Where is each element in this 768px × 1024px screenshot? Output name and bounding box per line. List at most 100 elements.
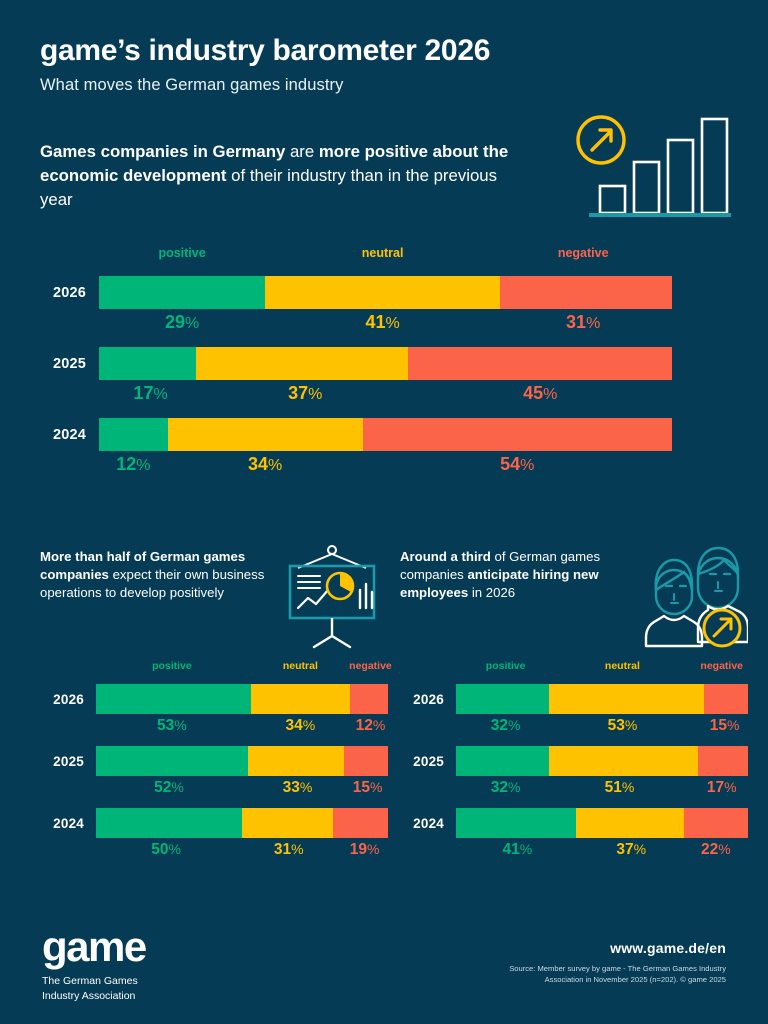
sub-right-group-2025: 2025 32% 51% 17% (400, 746, 748, 804)
value-number: 19 (349, 841, 368, 858)
stacked-bar-2024 (99, 418, 672, 451)
value-number: 33 (282, 779, 300, 796)
value-row-2024: 12% 34% 54% (99, 451, 672, 481)
percent-sign: % (520, 457, 535, 474)
value-positive-2024: 12% (116, 454, 150, 475)
percent-sign: % (291, 841, 304, 857)
logo-wordmark: game (42, 923, 147, 970)
lead-statement: Games companies in Germany are more posi… (40, 140, 520, 212)
sub-chart-hiring: positive neutral negative 2026 32% 53% 1… (400, 660, 748, 866)
year-label-2026: 2026 (52, 284, 86, 301)
year-label-2024: 2024 (413, 815, 444, 831)
sub-left-group-2024: 2024 50% 31% 19% (40, 808, 388, 866)
percent-sign: % (369, 779, 383, 795)
percent-sign: % (299, 779, 313, 795)
value-number: 31 (273, 841, 292, 858)
value-number: 37 (288, 383, 309, 403)
sub-right-group-2024: 2024 41% 37% 22% (400, 808, 748, 866)
value-number: 50 (151, 841, 169, 858)
bar-segment-neutral (242, 808, 333, 838)
percent-sign: % (168, 841, 181, 857)
value-negative-2026: 12% (356, 717, 386, 735)
year-label-2024: 2024 (52, 426, 86, 443)
value-negative-2025: 45% (523, 383, 557, 404)
main-bar-group-2026: 2026 29% 41% 31% (40, 276, 730, 339)
percent-sign: % (621, 779, 635, 795)
percent-sign: % (367, 841, 380, 857)
value-neutral-2024: 34% (248, 454, 282, 475)
bar-segment-neutral (549, 746, 699, 776)
website-url[interactable]: www.game.de/en (610, 940, 726, 956)
main-bar-group-2024: 2024 12% 34% 54% (40, 418, 730, 481)
bar-segment-positive (96, 808, 242, 838)
main-bar-group-2025: 2025 17% 37% 45% (40, 347, 730, 410)
table-row: 2024 (400, 808, 748, 838)
value-row-2026: 32% 53% 15% (456, 714, 748, 742)
table-row: 2026 (40, 276, 730, 309)
stacked-bar-2025 (456, 746, 748, 776)
panel-right-plain-1: of German games companies (400, 549, 601, 583)
value-number: 41 (502, 841, 520, 858)
percent-sign: % (718, 841, 731, 857)
bar-segment-neutral (265, 276, 501, 309)
panel-hiring: Around a third of German games companies… (400, 546, 750, 656)
two-people-hiring-icon (636, 544, 750, 650)
value-number: 37 (616, 841, 634, 858)
value-neutral-2026: 34% (286, 717, 316, 735)
value-number: 31 (566, 312, 587, 332)
table-row: 2025 (400, 746, 748, 776)
percent-sign: % (302, 717, 316, 733)
main-chart-legend: positive neutral negative (99, 246, 672, 268)
percent-sign: % (385, 315, 400, 332)
value-neutral-2025: 51% (605, 779, 635, 797)
value-number: 34 (248, 454, 269, 474)
legend-neutral: neutral (282, 660, 318, 672)
value-negative-2024: 19% (350, 841, 380, 859)
value-negative-2026: 31% (566, 312, 600, 333)
page-subtitle: What moves the German games industry (40, 76, 344, 94)
percent-sign: % (519, 841, 533, 857)
value-neutral-2024: 31% (274, 841, 304, 859)
bar-segment-negative (698, 746, 748, 776)
sub-left-group-2025: 2025 52% 33% 15% (40, 746, 388, 804)
table-row: 2025 (40, 746, 388, 776)
sub-left-legend: positive neutral negative (96, 660, 392, 680)
value-number: 32 (490, 779, 509, 796)
bar-segment-neutral (549, 684, 705, 714)
stacked-bar-2024 (96, 808, 388, 838)
value-number: 12 (355, 717, 373, 734)
panel-right-bold-2: anticipate hiring new employees (400, 567, 599, 601)
value-neutral-2025: 37% (288, 383, 322, 404)
value-negative-2025: 17% (707, 779, 737, 797)
panel-business-operations: More than half of German games companies… (40, 545, 388, 656)
legend-negative: negative (349, 660, 392, 672)
bar-segment-negative (344, 746, 388, 776)
bar-segment-negative (500, 276, 672, 309)
percent-sign: % (633, 841, 647, 857)
value-number: 54 (500, 454, 521, 474)
value-positive-2024: 41% (502, 841, 532, 859)
value-number: 12 (116, 454, 137, 474)
bar-segment-negative (704, 684, 748, 714)
legend-neutral: neutral (604, 660, 640, 672)
value-positive-2026: 32% (491, 717, 521, 735)
legend-negative: negative (557, 246, 609, 260)
percent-sign: % (508, 717, 521, 733)
bar-segment-neutral (196, 347, 409, 380)
legend-negative: negative (700, 660, 744, 672)
table-row: 2026 (40, 684, 388, 714)
sub-chart-business-operations: positive neutral negative 2026 53% 34% 1… (40, 660, 392, 866)
value-positive-2025: 17% (133, 383, 167, 404)
panel-right-header: Around a third of German games companies… (400, 546, 750, 656)
value-negative-2024: 22% (701, 841, 731, 859)
year-label-2025: 2025 (413, 753, 444, 769)
presentation-board-chart-icon (276, 544, 388, 650)
sub-right-group-2026: 2026 32% 53% 15% (400, 684, 748, 742)
bar-segment-neutral (167, 418, 363, 451)
game-logo[interactable]: game The German Games Industry Associati… (42, 923, 147, 1004)
value-row-2025: 32% 51% 17% (456, 776, 748, 804)
year-label-2025: 2025 (52, 355, 86, 372)
table-row: 2025 (40, 347, 730, 380)
table-row: 2024 (40, 808, 388, 838)
panel-left-header: More than half of German games companies… (40, 545, 388, 656)
